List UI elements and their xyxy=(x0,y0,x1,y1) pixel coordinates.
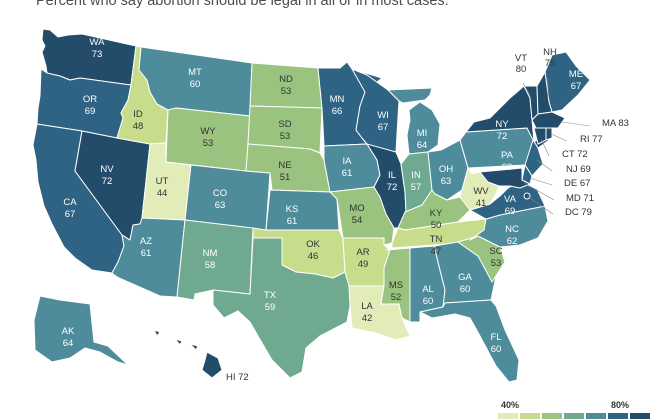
state-label-nv: NV 72 xyxy=(100,164,114,187)
state-shape-nj xyxy=(524,139,544,177)
state-label-sd: SD 53 xyxy=(278,119,291,142)
state-label-ms: MS 52 xyxy=(389,280,403,303)
legend-swatch xyxy=(498,413,518,419)
leader-line-ct xyxy=(540,138,550,157)
leader-line-ri xyxy=(550,133,568,142)
leader-line-md xyxy=(523,182,555,201)
color-legend: 40% 80% xyxy=(498,400,650,420)
state-label-wa: WA 73 xyxy=(90,37,106,60)
state-label-nh: NH 75 xyxy=(543,47,557,69)
leader-line-vt xyxy=(522,82,531,96)
state-shape-ma xyxy=(531,111,566,129)
state-label-nd: ND 53 xyxy=(279,74,293,97)
state-label-ny: NY 72 xyxy=(495,119,509,142)
state-label-pa: PA 60 xyxy=(501,150,514,173)
state-shape-hi xyxy=(153,329,223,379)
map-subtitle: Percent who say abortion should be legal… xyxy=(36,0,449,9)
state-label-ak: AK 64 xyxy=(62,326,75,349)
state-label-al: AL 60 xyxy=(422,284,434,307)
state-shape-md xyxy=(479,167,531,189)
state-label-nc: NC 62 xyxy=(505,224,519,247)
state-label-la: LA 42 xyxy=(361,301,373,324)
state-shape-tx xyxy=(212,237,351,379)
state-label-sc: SC 53 xyxy=(489,246,502,269)
legend-low-label: 40% xyxy=(501,400,520,410)
legend-swatch xyxy=(608,413,628,419)
state-label-tn: TN 47 xyxy=(430,234,443,257)
state-label-mi: MI 64 xyxy=(417,128,428,151)
state-label-tx: TX 59 xyxy=(264,290,277,313)
state-label-ct: CT 72 xyxy=(562,149,588,160)
state-label-ut: UT 44 xyxy=(156,176,169,199)
legend-swatch xyxy=(586,413,606,419)
legend-high-label: 80% xyxy=(610,400,629,410)
state-label-il: IL 72 xyxy=(387,170,398,193)
state-label-vt: VT 80 xyxy=(515,53,527,75)
leader-line-ma xyxy=(561,121,591,127)
state-label-mt: MT 60 xyxy=(188,67,202,90)
state-label-ar: AR 49 xyxy=(356,247,369,270)
state-shape-ct xyxy=(533,127,547,145)
state-label-wv: WV 41 xyxy=(473,186,489,209)
legend-swatch xyxy=(564,413,584,419)
state-label-co: CO 63 xyxy=(213,188,227,211)
state-label-nm: NM 58 xyxy=(203,248,218,271)
state-shape-mi xyxy=(387,87,441,155)
state-label-mn: MN 66 xyxy=(330,94,345,117)
state-label-or: OR 69 xyxy=(83,94,97,117)
state-label-nj: NJ 69 xyxy=(566,164,591,175)
state-label-ne: NE 51 xyxy=(278,160,291,183)
legend-swatch xyxy=(542,413,562,419)
state-label-oh: OH 63 xyxy=(439,164,453,187)
state-shape-fl xyxy=(419,299,520,383)
state-label-mo: MO 54 xyxy=(349,203,364,226)
state-label-va: VA 69 xyxy=(504,194,517,217)
state-label-id: ID 48 xyxy=(133,109,144,132)
state-label-ks: KS 61 xyxy=(286,204,299,227)
state-label-ia: IA 61 xyxy=(342,156,353,179)
state-label-ma: MA 83 xyxy=(602,118,629,129)
state-shape-ak xyxy=(33,295,129,366)
leader-line-dc xyxy=(526,195,554,215)
legend-swatch xyxy=(520,413,540,419)
state-label-me: ME 67 xyxy=(569,69,583,92)
leader-line-nj xyxy=(536,159,553,172)
legend-swatches xyxy=(498,413,650,419)
state-shape-co xyxy=(184,164,271,231)
state-label-fl: FL 60 xyxy=(490,332,501,355)
state-label-wi: WI 67 xyxy=(377,110,389,133)
state-label-ri: RI 77 xyxy=(580,134,603,145)
leader-line-de xyxy=(529,177,553,186)
state-label-ca: CA 67 xyxy=(63,197,77,220)
state-label-az: AZ 61 xyxy=(140,236,152,259)
state-label-de: DE 67 xyxy=(564,178,590,189)
state-shape-ks xyxy=(265,189,340,231)
state-label-ok: OK 46 xyxy=(306,239,320,262)
state-label-ga: GA 60 xyxy=(458,272,472,295)
state-label-wy: WY 53 xyxy=(200,126,216,149)
state-shape-nh xyxy=(536,71,553,115)
state-label-in: IN 57 xyxy=(411,170,422,193)
legend-swatch xyxy=(630,413,650,419)
state-shape-nc xyxy=(469,205,549,248)
state-label-hi: HI 72 xyxy=(226,372,249,383)
state-label-ky: KY 50 xyxy=(430,208,443,231)
state-label-dc: DC 79 xyxy=(565,207,592,218)
state-label-md: MD 71 xyxy=(566,193,594,204)
